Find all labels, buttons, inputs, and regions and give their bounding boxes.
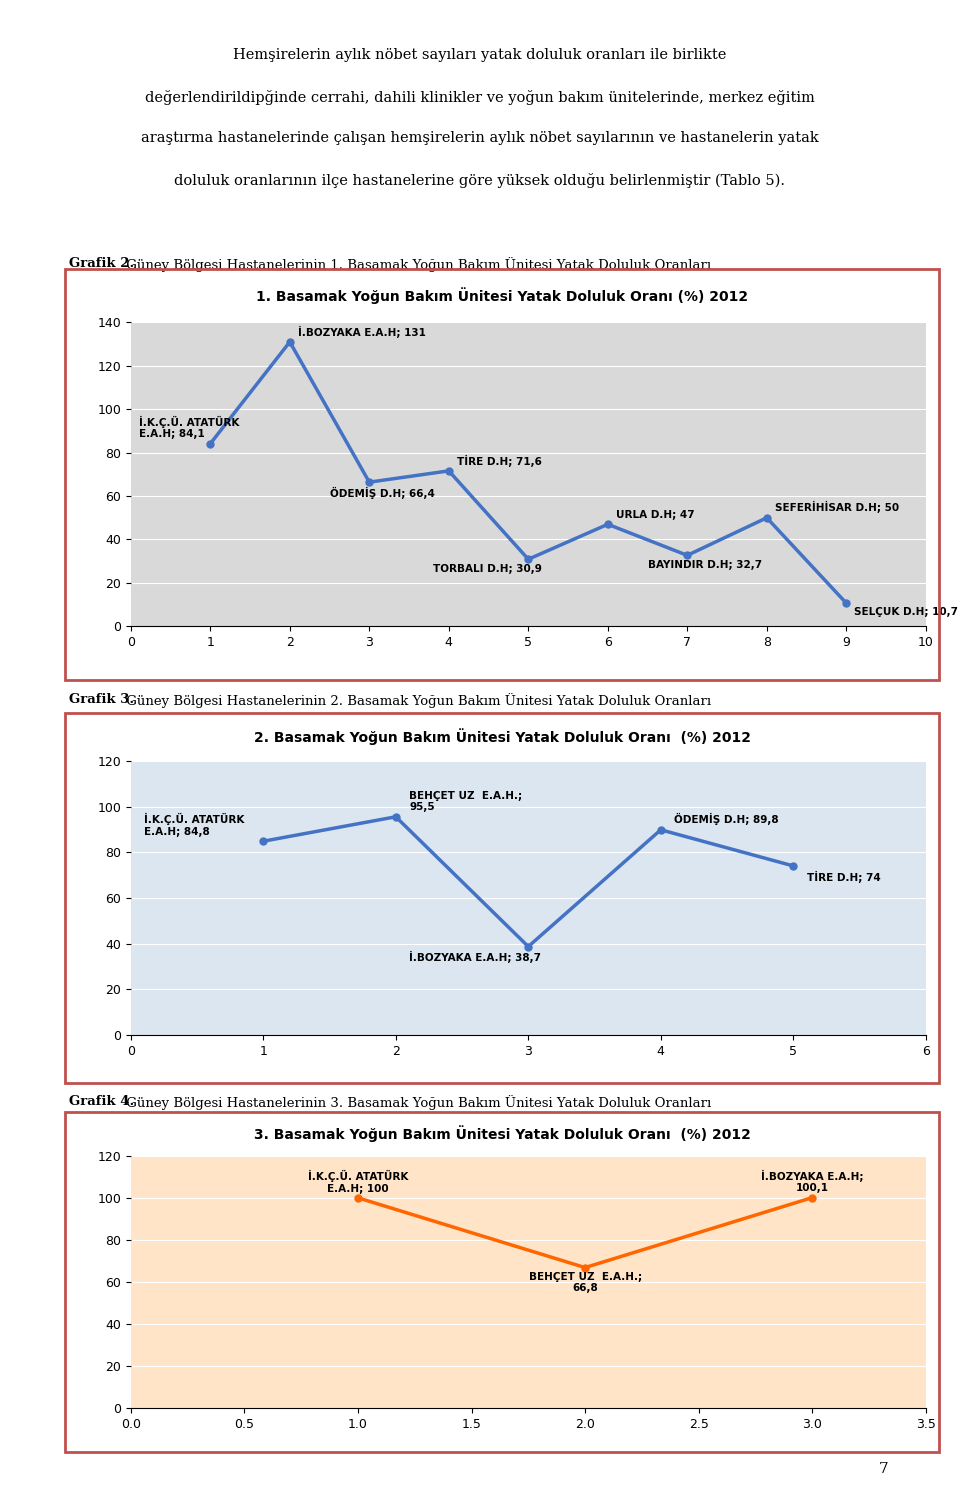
Text: ÖDEMİŞ D.H; 89,8: ÖDEMİŞ D.H; 89,8	[674, 813, 779, 825]
Text: Grafik 4.: Grafik 4.	[69, 1095, 134, 1109]
Text: SEFERİHİSAR D.H; 50: SEFERİHİSAR D.H; 50	[775, 502, 899, 514]
Text: Güney Bölgesi Hastanelerinin 3. Basamak Yoğun Bakım Ünitesi Yatak Doluluk Oranla: Güney Bölgesi Hastanelerinin 3. Basamak …	[122, 1095, 711, 1110]
Text: SELÇUK D.H; 10,7: SELÇUK D.H; 10,7	[854, 608, 958, 617]
Text: doluluk oranlarının ilçe hastanelerine göre yüksek olduğu belirlenmiştir (Tablo : doluluk oranlarının ilçe hastanelerine g…	[175, 173, 785, 188]
Text: BAYINDIR D.H; 32,7: BAYINDIR D.H; 32,7	[648, 560, 761, 569]
Text: URLA D.H; 47: URLA D.H; 47	[615, 509, 694, 520]
Text: Hemşirelerin aylık nöbet sayıları yatak doluluk oranları ile birlikte: Hemşirelerin aylık nöbet sayıları yatak …	[233, 48, 727, 61]
Text: 1. Basamak Yoğun Bakım Ünitesi Yatak Doluluk Oranı (%) 2012: 1. Basamak Yoğun Bakım Ünitesi Yatak Dol…	[256, 287, 748, 303]
Text: TİRE D.H; 74: TİRE D.H; 74	[806, 871, 880, 883]
Text: Güney Bölgesi Hastanelerinin 2. Basamak Yoğun Bakım Ünitesi Yatak Doluluk Oranla: Güney Bölgesi Hastanelerinin 2. Basamak …	[122, 693, 711, 708]
Text: araştırma hastanelerinde çalışan hemşirelerin aylık nöbet sayılarının ve hastane: araştırma hastanelerinde çalışan hemşire…	[141, 131, 819, 145]
Text: İ.BOZYAKA E.A.H;
100,1: İ.BOZYAKA E.A.H; 100,1	[761, 1170, 863, 1194]
Text: TORBALI D.H; 30,9: TORBALI D.H; 30,9	[433, 563, 541, 574]
Text: TİRE D.H; 71,6: TİRE D.H; 71,6	[457, 454, 541, 466]
Text: İ.K.Ç.Ü. ATATÜRK
E.A.H; 84,8: İ.K.Ç.Ü. ATATÜRK E.A.H; 84,8	[144, 813, 245, 837]
Text: İ.BOZYAKA E.A.H; 38,7: İ.BOZYAKA E.A.H; 38,7	[409, 952, 541, 964]
Text: Grafik 2.: Grafik 2.	[69, 257, 134, 270]
Text: Güney Bölgesi Hastanelerinin 1. Basamak Yoğun Bakım Ünitesi Yatak Doluluk Oranla: Güney Bölgesi Hastanelerinin 1. Basamak …	[122, 257, 711, 272]
Text: ÖDEMİŞ D.H; 66,4: ÖDEMİŞ D.H; 66,4	[329, 487, 435, 499]
Text: 2. Basamak Yoğun Bakım Ünitesi Yatak Doluluk Oranı  (%) 2012: 2. Basamak Yoğun Bakım Ünitesi Yatak Dol…	[253, 729, 751, 746]
Text: Grafik 3.: Grafik 3.	[69, 693, 134, 707]
Text: BEHÇET UZ  E.A.H.;
66,8: BEHÇET UZ E.A.H.; 66,8	[529, 1271, 641, 1294]
Text: 3. Basamak Yoğun Bakım Ünitesi Yatak Doluluk Oranı  (%) 2012: 3. Basamak Yoğun Bakım Ünitesi Yatak Dol…	[253, 1125, 751, 1141]
Text: İ.BOZYAKA E.A.H; 131: İ.BOZYAKA E.A.H; 131	[298, 326, 425, 338]
Text: İ.K.Ç.Ü. ATATÜRK
E.A.H; 100: İ.K.Ç.Ü. ATATÜRK E.A.H; 100	[308, 1170, 408, 1194]
Text: değerlendirildipğinde cerrahi, dahili klinikler ve yoğun bakım ünitelerinde, mer: değerlendirildipğinde cerrahi, dahili kl…	[145, 90, 815, 105]
Text: 7: 7	[878, 1463, 888, 1476]
Text: BEHÇET UZ  E.A.H.;
95,5: BEHÇET UZ E.A.H.; 95,5	[409, 790, 522, 813]
Text: İ.K.Ç.Ü. ATATÜRK
E.A.H; 84,1: İ.K.Ç.Ü. ATATÜRK E.A.H; 84,1	[139, 415, 239, 439]
